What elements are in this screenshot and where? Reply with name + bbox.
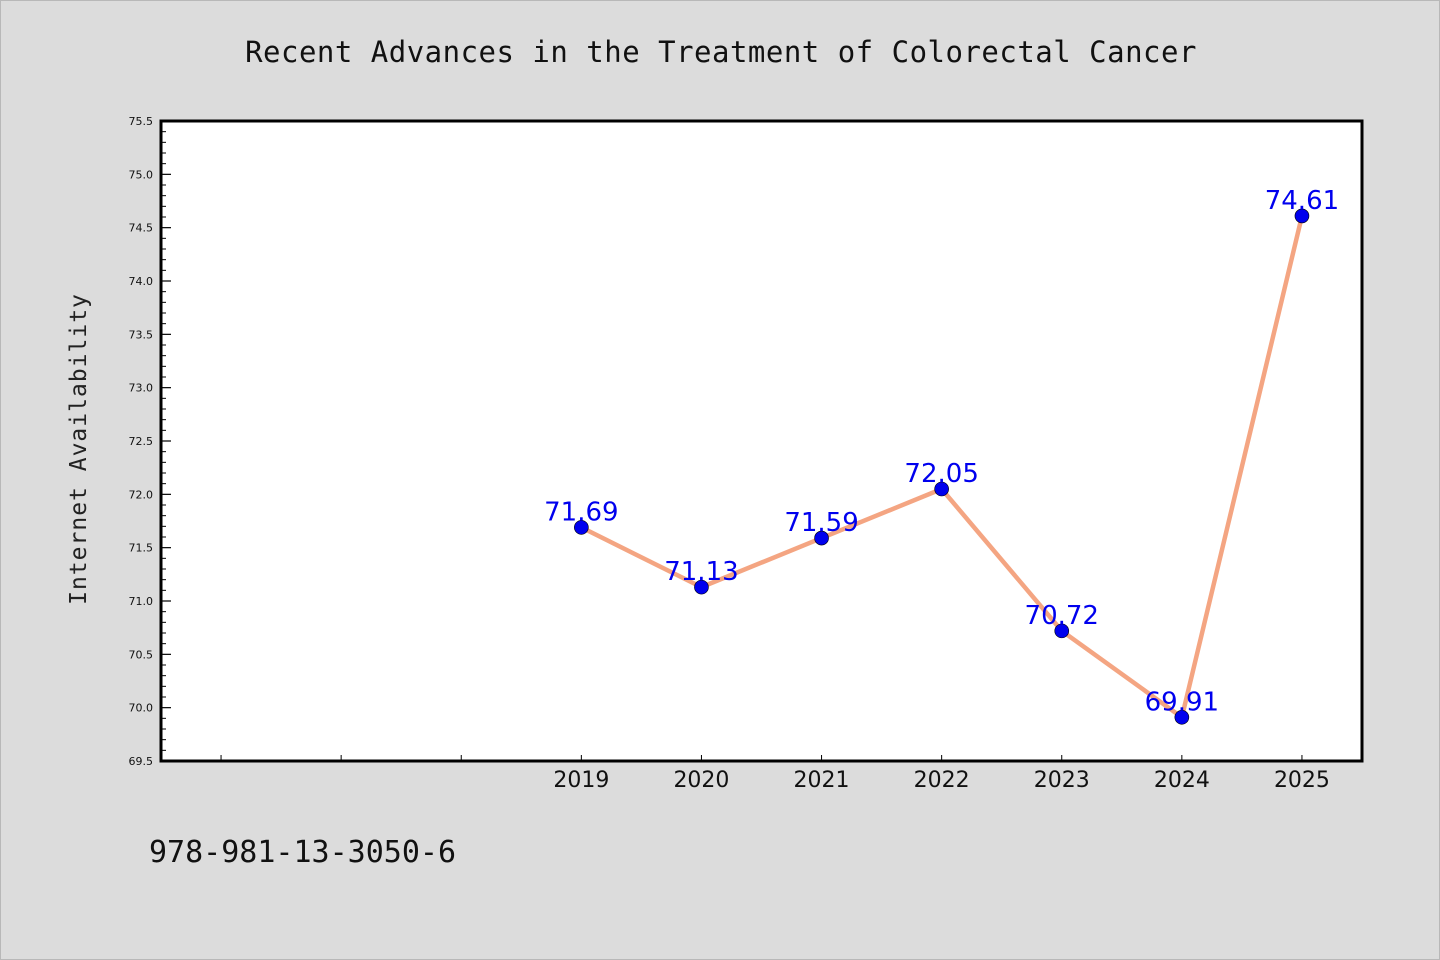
data-label: 74.61 — [1265, 186, 1339, 216]
x-tick-label: 2024 — [1154, 768, 1210, 793]
x-tick-label: 2025 — [1274, 768, 1330, 793]
data-point — [1054, 623, 1070, 639]
y-tick-label: 70.0 — [129, 702, 154, 715]
y-tick-label: 71.0 — [129, 595, 154, 608]
y-tick-label: 73.5 — [129, 328, 154, 341]
y-tick-label: 70.5 — [129, 648, 154, 661]
data-point — [814, 530, 829, 546]
x-tick-label: 2023 — [1034, 768, 1090, 793]
y-tick-label: 69.5 — [129, 755, 154, 768]
chart-title: Recent Advances in the Treatment of Colo… — [245, 35, 1197, 69]
data-label: 71.13 — [664, 557, 738, 587]
data-label: 72.05 — [904, 459, 978, 489]
y-tick-label: 72.0 — [129, 488, 154, 501]
data-point — [934, 481, 949, 497]
plot-frame — [159, 119, 1364, 763]
data-point — [694, 579, 709, 595]
x-tick-label: 2021 — [794, 768, 850, 793]
y-tick-label: 72.5 — [129, 435, 154, 448]
data-label-layer: 71.69 71.13 71.59 72.05 70.72 69.91 74.61 — [544, 186, 1339, 717]
y-tick-label: 75.5 — [129, 115, 154, 128]
y-tick-label: 74.0 — [129, 275, 154, 288]
y-tick-label: 73.0 — [129, 382, 154, 395]
x-tick-label: 2020 — [673, 768, 729, 793]
y-axis: 69.5 70.0 70.5 71.0 71.5 72.0 72.5 73.0 73.5 74.0… — [129, 115, 171, 768]
series-layer — [574, 208, 1310, 725]
x-axis: 2019 2020 2021 2022 2023 2024 2025 — [220, 755, 1330, 793]
plot-area — [161, 121, 1362, 761]
y-tick-label: 71.5 — [129, 542, 154, 555]
data-label: 70.72 — [1025, 601, 1099, 631]
y-tick-label: 75.0 — [129, 168, 154, 181]
data-point — [1174, 709, 1190, 725]
data-point — [574, 520, 589, 535]
data-label: 71.59 — [784, 508, 858, 538]
y-axis-label: Internet Availability — [66, 293, 92, 605]
data-label: 69.91 — [1145, 687, 1219, 717]
data-point — [1294, 208, 1310, 224]
x-tick-label: 2019 — [553, 768, 609, 793]
isbn-footnote: 978-981-13-3050-6 — [149, 835, 457, 870]
data-label: 71.69 — [544, 497, 618, 527]
x-tick-label: 2022 — [914, 768, 970, 793]
y-tick-label: 74.5 — [129, 222, 154, 235]
